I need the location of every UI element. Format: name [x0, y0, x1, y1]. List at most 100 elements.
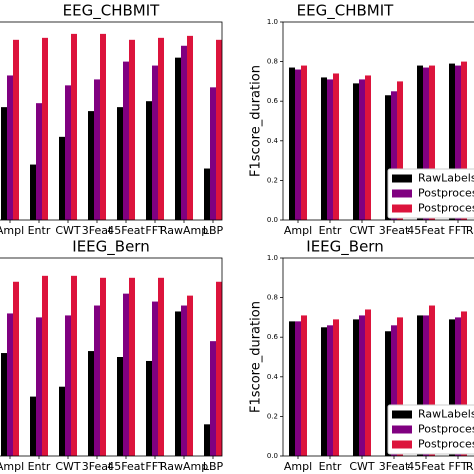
- bar: [65, 315, 71, 456]
- bar: [88, 351, 94, 456]
- bar: [36, 103, 42, 220]
- bar: [42, 37, 48, 221]
- bar: [359, 315, 365, 456]
- panel: EEG_CHBMITAmplEntrCWT3Feat45FeatFFTRawAm…: [249, 2, 474, 237]
- bar: [449, 319, 455, 456]
- x-tick-label: LBP: [203, 460, 224, 473]
- bar: [391, 91, 397, 220]
- bar: [36, 317, 42, 456]
- bar: [210, 87, 216, 220]
- bar: [1, 107, 7, 220]
- x-tick-label: Ampl: [0, 460, 24, 473]
- panel-title: IEEG_Bern: [306, 238, 383, 257]
- legend-swatch: [392, 410, 412, 419]
- y-tick-label: 0.8: [267, 294, 278, 302]
- x-tick-label: 45Feat: [407, 460, 445, 473]
- x-tick-label: 3Feat: [379, 460, 410, 473]
- x-tick-label: 3Feat: [82, 224, 113, 237]
- bar: [204, 168, 210, 220]
- y-tick-label: 0.8: [267, 58, 278, 66]
- bar: [88, 111, 94, 220]
- bar: [327, 325, 333, 456]
- bar: [216, 39, 222, 220]
- x-tick-label: Ampl: [284, 460, 312, 473]
- x-tick-label: 3Feat: [82, 460, 113, 473]
- bar: [429, 65, 435, 220]
- x-tick-label: CWT: [55, 460, 81, 473]
- x-tick-label: 3Feat: [379, 224, 410, 237]
- panel: IEEG_Bern Ampl Entr CWT3Feat45FeatFFTRawAmp…: [0, 238, 224, 473]
- bar: [13, 281, 19, 456]
- bar: [59, 136, 65, 220]
- bar: [146, 360, 152, 456]
- axes-frame: [282, 21, 474, 221]
- bar: [152, 301, 158, 456]
- y-tick-label: 0.4: [267, 373, 279, 381]
- bar: [187, 35, 193, 220]
- bar: [71, 33, 77, 220]
- x-tick-label: 45Feat: [107, 460, 145, 473]
- bar: [289, 67, 295, 220]
- bar: [123, 61, 129, 220]
- y-tick-label: 0.2: [267, 412, 278, 420]
- bar: [455, 65, 461, 220]
- y-tick-label: 1.0: [267, 18, 278, 26]
- bar: [94, 79, 100, 220]
- y-tick-label: 0.0: [267, 216, 278, 224]
- bar: [117, 357, 123, 456]
- bar: [117, 107, 123, 220]
- bar: [385, 331, 391, 456]
- bar: [158, 37, 164, 221]
- bar: [455, 317, 461, 456]
- bar: [327, 79, 333, 220]
- bar: [100, 277, 106, 456]
- x-tick-label: FFT: [448, 224, 467, 237]
- bar: [353, 83, 359, 220]
- bar: [397, 81, 403, 221]
- bar: [187, 295, 193, 456]
- bar: [129, 277, 135, 456]
- x-tick-label: Ampl: [284, 224, 312, 237]
- axes-frame: [0, 257, 223, 457]
- bar: [42, 275, 48, 456]
- bar: [289, 321, 295, 456]
- bar: [391, 325, 397, 456]
- legend-swatch: [392, 174, 412, 183]
- legend-label: RawLabels: [418, 172, 474, 185]
- legend-label: Postprocessed: [418, 202, 474, 215]
- x-tick-label: RawAmp: [160, 224, 208, 237]
- x-tick-label: RawAmp: [466, 460, 474, 473]
- bar: [94, 305, 100, 456]
- x-tick-label: Entr: [28, 224, 51, 237]
- y-tick-label: 0.6: [267, 333, 279, 341]
- bar: [129, 39, 135, 220]
- bar: [301, 65, 307, 220]
- bar: [175, 57, 181, 220]
- bar: [7, 313, 13, 456]
- x-tick-label: Entr: [319, 224, 342, 237]
- y-tick-label: 0.6: [267, 97, 279, 105]
- y-tick-label: 0.0: [267, 452, 278, 460]
- bar: [295, 321, 301, 456]
- bar: [321, 327, 327, 456]
- bar: [216, 281, 222, 456]
- x-tick-label: CWT: [349, 224, 375, 237]
- bar: [71, 275, 77, 456]
- bar: [333, 319, 339, 456]
- legend-swatch: [392, 204, 412, 213]
- x-tick-label: RawAmp: [160, 460, 208, 473]
- x-tick-label: RawAmp: [466, 224, 474, 237]
- bar: [423, 67, 429, 220]
- y-axis-label: F1score_duration: [249, 301, 264, 413]
- bar: [158, 277, 164, 456]
- bar: [204, 424, 210, 456]
- x-tick-label: FFT: [448, 460, 467, 473]
- bar: [146, 101, 152, 220]
- y-tick-label: 0.4: [267, 137, 279, 145]
- x-tick-label: Ampl: [0, 224, 24, 237]
- bar: [417, 65, 423, 220]
- bar: [397, 317, 403, 456]
- bar: [181, 45, 187, 221]
- panel: EEG_CHBMITAmplEntrCWT3Feat45FeatFFTRawAm…: [0, 2, 224, 237]
